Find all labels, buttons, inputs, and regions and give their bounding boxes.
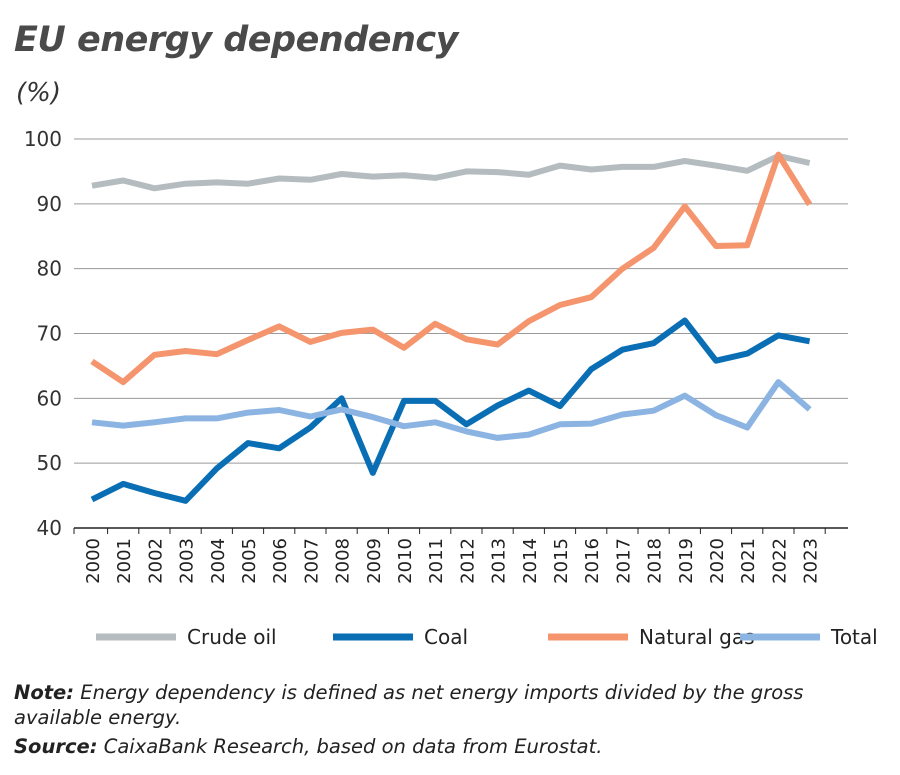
y-tick-label: 50 — [37, 451, 62, 475]
series-lines — [90, 151, 813, 504]
series-line-coal — [90, 317, 811, 504]
legend-label-coal: Coal — [424, 625, 468, 649]
gridlines — [74, 138, 848, 464]
chart-title: EU energy dependency — [14, 20, 459, 60]
x-tick-label: 2020 — [707, 538, 728, 584]
legend-label-total: Total — [830, 625, 878, 649]
y-tick-label: 40 — [37, 516, 62, 540]
y-tick-label: 80 — [37, 257, 62, 281]
x-tick-label: 2006 — [270, 538, 291, 584]
y-axis-unit: (%) — [16, 78, 61, 108]
x-tick-label: 2011 — [426, 538, 447, 584]
y-axis-ticks: 40 50 60 70 80 90 100 — [24, 127, 62, 540]
x-tick-label: 2013 — [489, 538, 510, 584]
line-chart: 40 50 60 70 80 90 100 2000 2001 2002 2003 2004 2005… — [24, 127, 878, 649]
note-text: Energy dependency is defined as net ener… — [14, 681, 804, 729]
x-tick-label: 2000 — [83, 538, 104, 584]
x-tick-label: 2010 — [395, 538, 416, 584]
x-tick-label: 2001 — [114, 538, 135, 584]
x-tick-label: 2012 — [457, 538, 478, 584]
x-tick-label: 2021 — [738, 538, 759, 584]
y-tick-label: 100 — [24, 127, 62, 151]
x-tick-label: 2016 — [582, 538, 603, 584]
x-tick-label: 2015 — [551, 538, 572, 584]
x-tick-label: 2003 — [177, 538, 198, 584]
x-tick-label: 2018 — [645, 538, 666, 584]
y-tick-label: 90 — [37, 192, 62, 216]
source-label: Source: — [14, 735, 98, 758]
x-tick-label: 2008 — [333, 538, 354, 584]
x-tick-label: 2017 — [613, 538, 634, 584]
x-axis: 2000 2001 2002 2003 2004 2005 2006 2007 2008 2009… — [73, 527, 848, 584]
series-line-crude-oil — [91, 152, 811, 192]
legend: Crude oil Coal Natural gas Total — [96, 625, 878, 649]
x-tick-label: 2002 — [145, 538, 166, 584]
x-tick-label: 2022 — [769, 538, 790, 584]
legend-label-natural-gas: Natural gas — [639, 625, 755, 649]
x-tick-label: 2007 — [301, 538, 322, 584]
source-text: CaixaBank Research, based on data from E… — [97, 735, 603, 758]
series-line-natural-gas — [90, 151, 813, 386]
x-tick-label: 2004 — [208, 538, 229, 584]
x-tick-label: 2009 — [364, 538, 385, 584]
x-tick-label: 2005 — [239, 538, 260, 584]
y-tick-label: 70 — [37, 322, 62, 346]
x-tick-label: 2014 — [520, 538, 541, 584]
x-tick-label: 2023 — [801, 538, 822, 584]
legend-label-crude-oil: Crude oil — [187, 625, 277, 649]
chart-source: Source: CaixaBank Research, based on dat… — [14, 735, 602, 758]
note-label: Note: — [14, 681, 75, 704]
y-tick-label: 60 — [37, 386, 62, 410]
x-tick-label: 2019 — [676, 538, 697, 584]
series-line-total — [91, 379, 812, 441]
chart-note: Note: Energy dependency is defined as ne… — [14, 680, 854, 730]
